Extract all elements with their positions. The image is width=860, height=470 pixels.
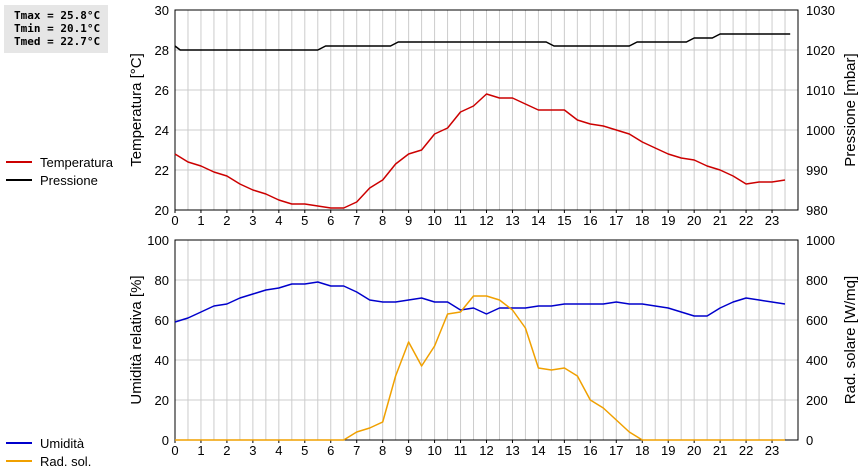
stats-tmax: Tmax = 25.8°C	[14, 9, 101, 22]
y-tick-label: 20	[155, 203, 169, 218]
y-tick-label: 40	[155, 353, 169, 368]
x-tick-label: 23	[765, 443, 779, 458]
x-tick-label: 14	[531, 213, 545, 228]
x-tick-label: 10	[427, 213, 441, 228]
x-tick-label: 8	[379, 213, 386, 228]
x-tick-label: 16	[583, 443, 597, 458]
x-tick-label: 0	[171, 443, 178, 458]
x-tick-label: 0	[171, 213, 178, 228]
x-tick-label: 17	[609, 443, 623, 458]
legend-label-pressione: Pressione	[40, 172, 98, 188]
x-tick-label: 5	[301, 213, 308, 228]
chart-bottom: 0 1 2 3 4 5 6 7 8 9 10 11 12 13 14 15 16 17 18 19 20 21 22 2302…	[128, 233, 859, 458]
legend-label-temperatura: Temperatura	[40, 154, 113, 170]
x-tick-label: 12	[479, 443, 493, 458]
x-tick-label: 3	[249, 443, 256, 458]
y2-tick-label: 980	[806, 203, 828, 218]
x-tick-label: 13	[505, 443, 519, 458]
x-tick-label: 23	[765, 213, 779, 228]
x-tick-label: 7	[353, 213, 360, 228]
legend-top: Temperatura Pressione	[6, 153, 113, 189]
y-tick-label: 0	[162, 433, 169, 448]
x-tick-label: 20	[687, 443, 701, 458]
x-tick-label: 22	[739, 213, 753, 228]
y-tick-label: 28	[155, 43, 169, 58]
x-tick-label: 7	[353, 443, 360, 458]
x-tick-label: 11	[454, 213, 468, 228]
x-tick-label: 18	[635, 443, 649, 458]
series-line-rad-sol	[175, 295, 785, 441]
x-tick-label: 14	[531, 443, 545, 458]
x-tick-label: 21	[713, 443, 727, 458]
y-tick-label: 30	[155, 3, 169, 18]
legend-item-umidita: Umidità	[6, 434, 91, 452]
x-tick-label: 9	[405, 213, 412, 228]
x-tick-label: 4	[275, 443, 282, 458]
x-tick-label: 2	[223, 213, 230, 228]
x-tick-label: 11	[454, 443, 468, 458]
y-axis-label: Umidità relativa [%]	[128, 275, 145, 404]
x-tick-label: 5	[301, 443, 308, 458]
y2-axis-label: Pressione [mbar]	[842, 53, 859, 166]
y2-tick-label: 400	[806, 353, 828, 368]
x-tick-label: 15	[557, 213, 571, 228]
x-tick-label: 22	[739, 443, 753, 458]
y-tick-label: 20	[155, 393, 169, 408]
x-tick-label: 4	[275, 213, 282, 228]
y-tick-label: 26	[155, 83, 169, 98]
x-tick-label: 1	[197, 213, 204, 228]
legend-label-umidita: Umidità	[40, 435, 85, 451]
legend-item-pressione: Pressione	[6, 171, 113, 189]
x-tick-label: 1	[197, 443, 204, 458]
stats-tmed: Tmed = 22.7°C	[14, 35, 101, 48]
y-tick-label: 100	[147, 233, 169, 248]
legend-swatch-temperatura	[6, 161, 32, 163]
y2-tick-label: 990	[806, 163, 828, 178]
x-tick-label: 15	[557, 443, 571, 458]
y-tick-label: 24	[155, 123, 169, 138]
y2-tick-label: 800	[806, 273, 828, 288]
x-tick-label: 13	[505, 213, 519, 228]
y2-tick-label: 1020	[806, 43, 835, 58]
x-tick-label: 12	[479, 213, 493, 228]
stats-tmin: Tmin = 20.1°C	[14, 22, 101, 35]
y2-tick-label: 1030	[806, 3, 835, 18]
y2-tick-label: 1010	[806, 83, 835, 98]
y2-tick-label: 1000	[806, 123, 835, 138]
y-tick-label: 80	[155, 273, 169, 288]
y2-tick-label: 1000	[806, 233, 835, 248]
y2-tick-label: 0	[806, 433, 813, 448]
y-axis-label: Temperatura [°C]	[128, 53, 145, 167]
chart-top: 0 1 2 3 4 5 6 7 8 9 10 11 12 13 14 15 16 17 18 19 20 21 22 2320…	[128, 3, 859, 228]
legend-swatch-rad-sol	[6, 460, 32, 462]
y-tick-label: 22	[155, 163, 169, 178]
x-tick-label: 10	[427, 443, 441, 458]
x-tick-label: 17	[609, 213, 623, 228]
x-tick-label: 21	[713, 213, 727, 228]
series-line-umidit	[174, 281, 786, 323]
legend-swatch-pressione	[6, 179, 32, 181]
series-line-pressione	[174, 33, 791, 51]
x-tick-label: 2	[223, 443, 230, 458]
legend-item-temperatura: Temperatura	[6, 153, 113, 171]
x-tick-label: 19	[661, 443, 675, 458]
x-tick-label: 3	[249, 213, 256, 228]
y2-tick-label: 200	[806, 393, 828, 408]
y-tick-label: 60	[155, 313, 169, 328]
x-tick-label: 6	[327, 213, 334, 228]
x-tick-label: 19	[661, 213, 675, 228]
series-line-temperatura	[174, 93, 786, 209]
y2-axis-label: Rad. solare [W/mq]	[842, 276, 859, 404]
x-tick-label: 20	[687, 213, 701, 228]
x-tick-label: 6	[327, 443, 334, 458]
stats-box: Tmax = 25.8°C Tmin = 20.1°C Tmed = 22.7°…	[4, 5, 108, 53]
x-tick-label: 18	[635, 213, 649, 228]
x-tick-label: 16	[583, 213, 597, 228]
y2-tick-label: 600	[806, 313, 828, 328]
legend-swatch-umidita	[6, 442, 32, 444]
charts-canvas: 0 1 2 3 4 5 6 7 8 9 10 11 12 13 14 15 16 17 18 19 20 21 22 2320…	[128, 3, 859, 458]
x-tick-label: 8	[379, 443, 386, 458]
x-tick-label: 9	[405, 443, 412, 458]
